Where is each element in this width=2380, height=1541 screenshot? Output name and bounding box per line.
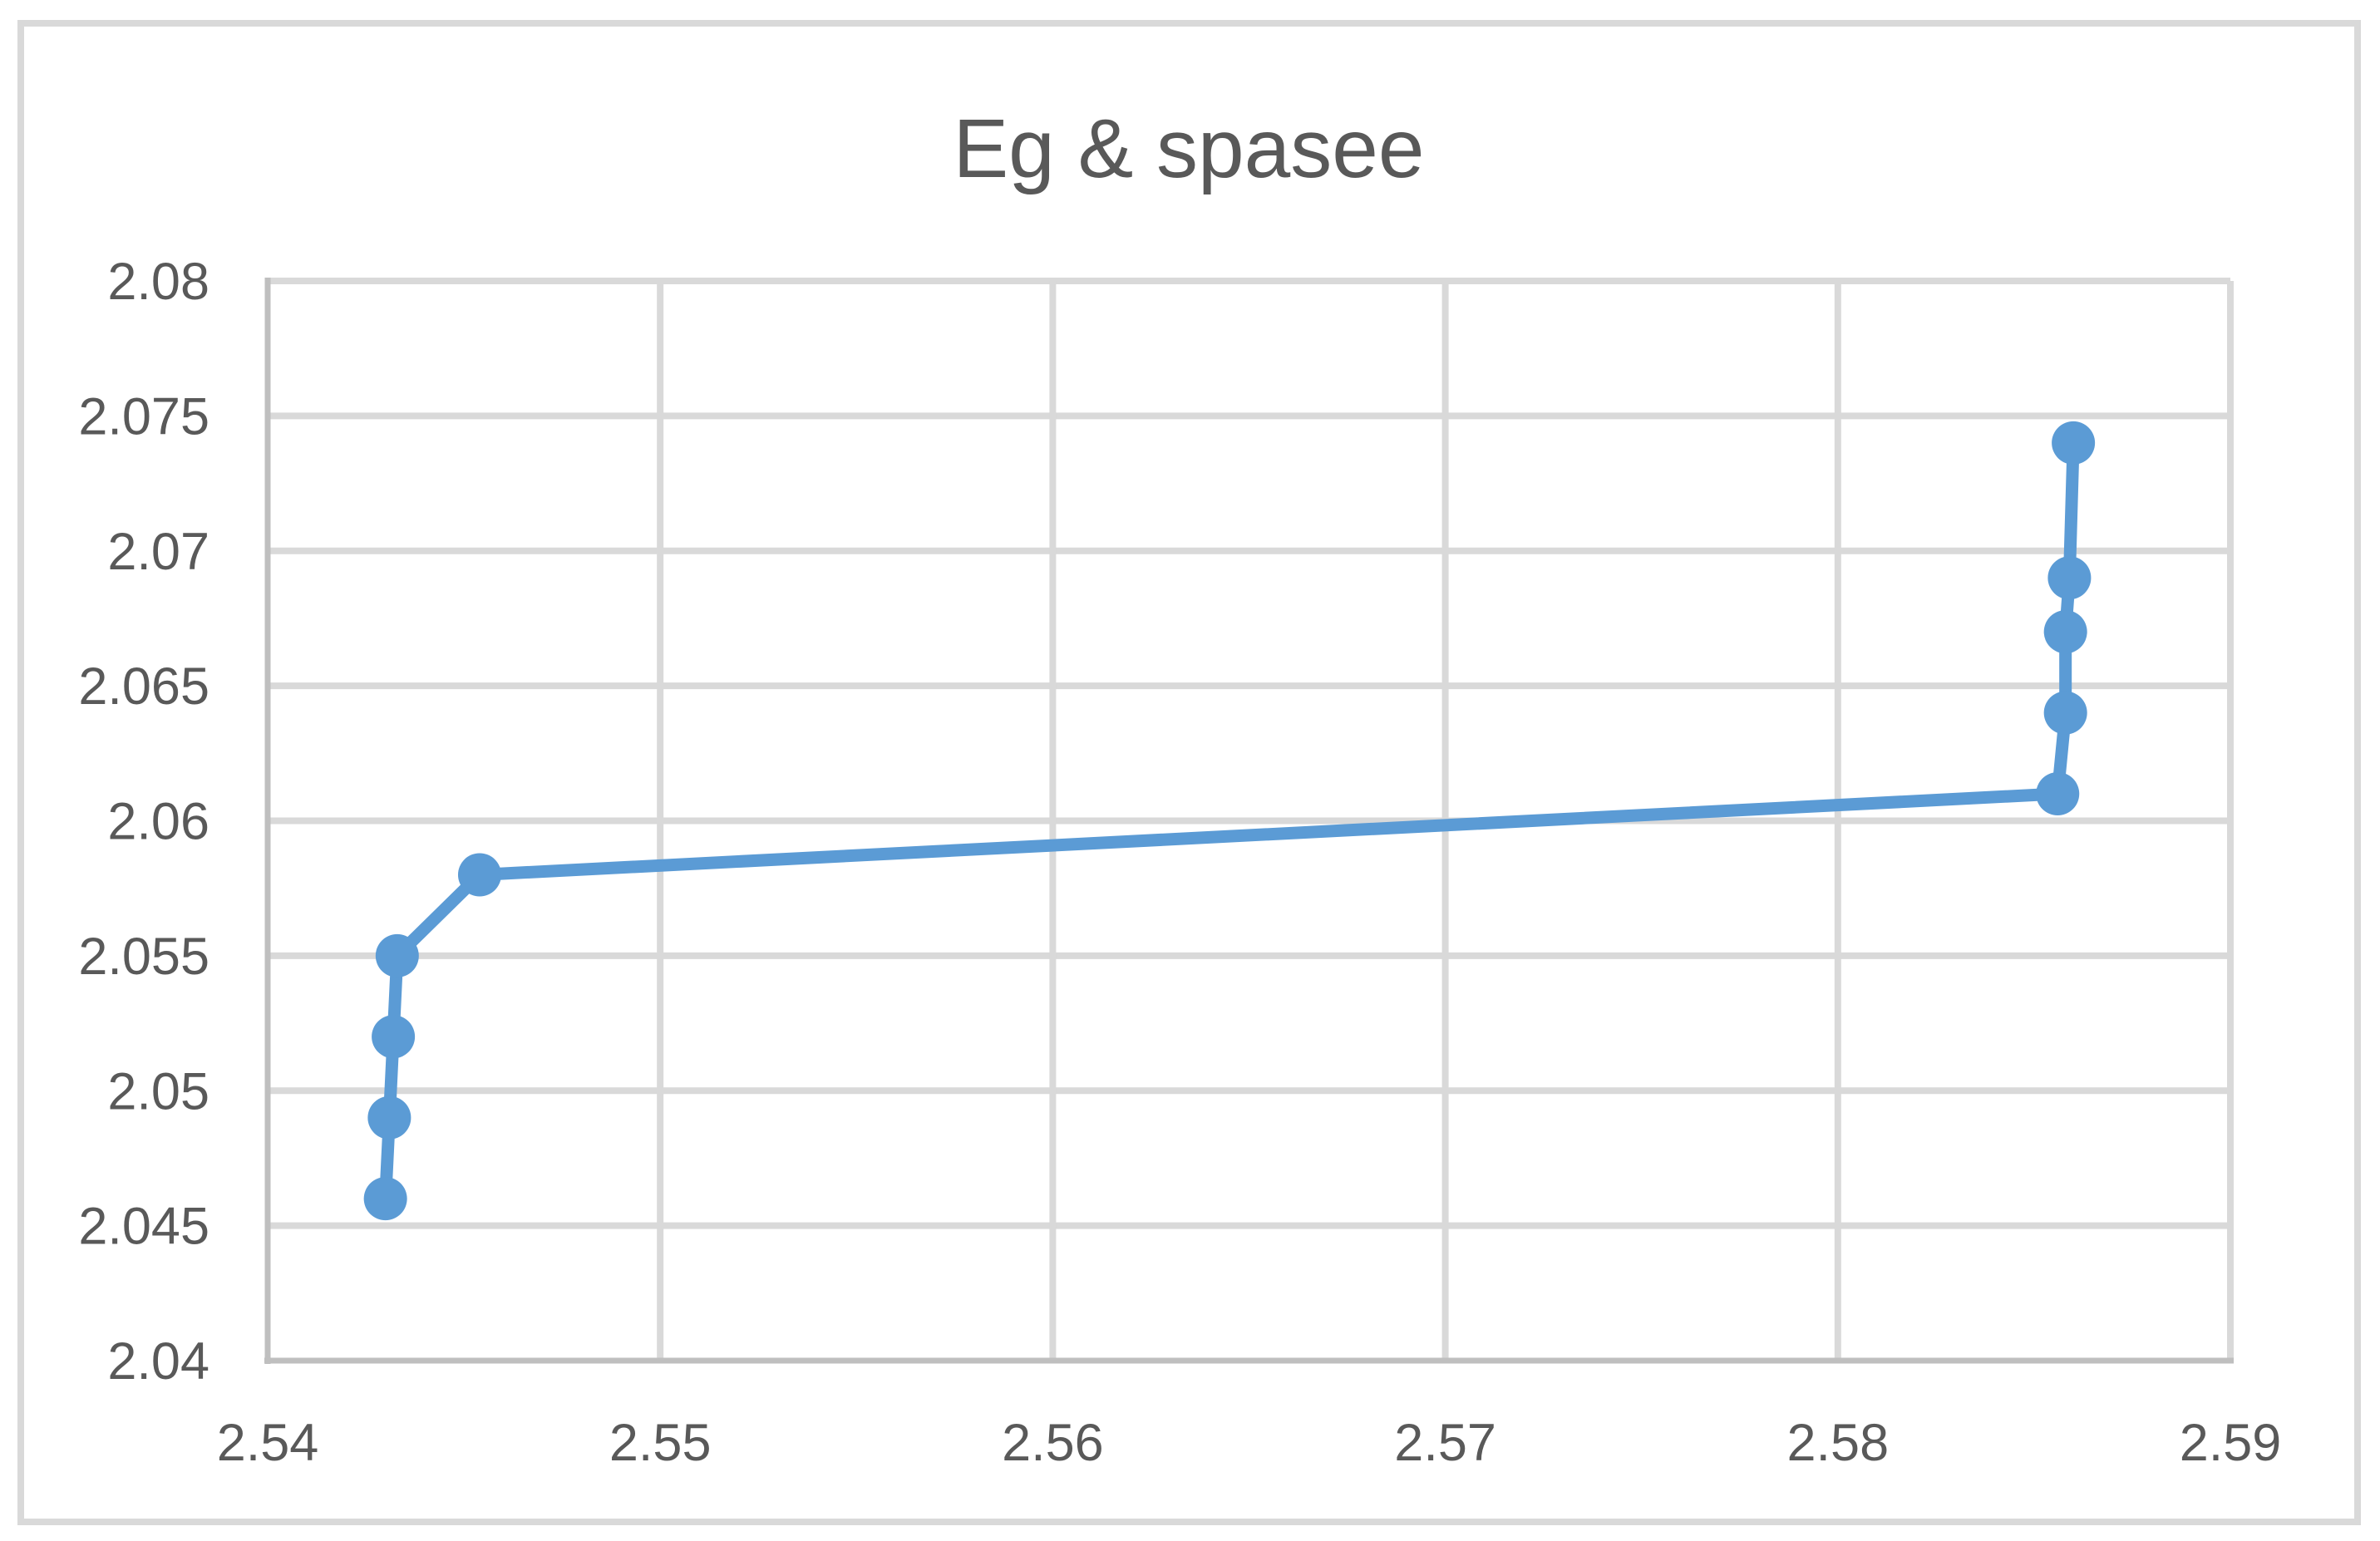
y-tick-label: 2.04	[107, 1332, 209, 1391]
y-tick-label: 2.055	[78, 928, 209, 986]
y-tick-label: 2.065	[78, 657, 209, 716]
data-point-marker	[457, 853, 501, 897]
data-point-marker	[363, 1177, 407, 1221]
y-tick-label: 2.045	[78, 1198, 209, 1256]
y-tick-label: 2.05	[107, 1062, 209, 1120]
gridlines	[268, 278, 2234, 1361]
series	[363, 421, 2096, 1221]
y-tick-label: 2.075	[78, 387, 209, 446]
x-tick-label: 2.55	[609, 1414, 712, 1472]
y-axis-labels: 2.04 2.045 2.05 2.055 2.06 2.065 2.07 2.075 2.08	[78, 253, 209, 1391]
data-point-marker	[2036, 772, 2080, 816]
chart-title: Eg & spasee	[953, 102, 1424, 195]
axes	[264, 278, 2234, 1364]
x-tick-label: 2.58	[1786, 1414, 1889, 1472]
series-line	[379, 436, 2080, 1205]
y-tick-label: 2.06	[107, 793, 209, 851]
data-point-marker	[2052, 421, 2096, 465]
data-point-marker	[2043, 691, 2087, 735]
data-point-marker	[375, 933, 419, 977]
data-point-marker	[2047, 556, 2092, 600]
x-axis-labels: 2.54 2.55 2.56 2.57 2.58 2.59	[217, 1414, 2282, 1472]
chart-border	[17, 20, 2361, 1525]
x-tick-label: 2.59	[2180, 1414, 2282, 1472]
x-tick-label: 2.54	[217, 1414, 319, 1472]
data-point-marker	[2043, 610, 2087, 654]
x-tick-label: 2.56	[1002, 1414, 1104, 1472]
x-tick-label: 2.57	[1394, 1414, 1496, 1472]
y-tick-label: 2.07	[107, 523, 209, 581]
data-point-marker	[372, 1015, 416, 1059]
y-tick-label: 2.08	[107, 253, 209, 311]
data-point-marker	[367, 1095, 411, 1140]
